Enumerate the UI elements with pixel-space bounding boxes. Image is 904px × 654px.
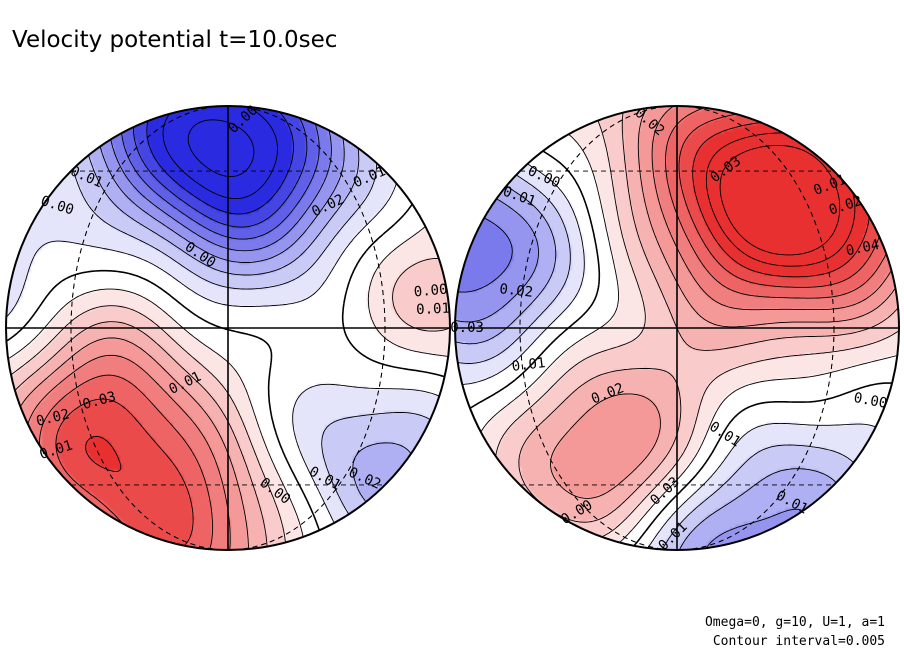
right-hemisphere-graticule [455, 106, 899, 550]
parameters-note: Omega=0, g=10, U=1, a=1 [705, 615, 885, 630]
contour-label: 0.02 [35, 406, 72, 429]
left-hemisphere-graticule [6, 106, 450, 550]
right-hemisphere: 0.020.030.000.010.020.030.010.020.040.01… [450, 105, 900, 554]
contour-line [719, 144, 841, 256]
contour-label: 0.01 [511, 355, 546, 375]
contour-label: 0.01 [416, 301, 450, 319]
left-hemisphere: 0.000.020.000.010.010.000.000.010.010.02… [5, 102, 451, 551]
contour-label: 0.02 [499, 281, 534, 301]
contour-label: 0.00 [852, 390, 888, 412]
graticule-meridian [519, 106, 835, 550]
right-hemisphere-outline [454, 105, 900, 551]
contour-line [55, 398, 194, 550]
graticule-meridian [70, 106, 386, 550]
contour-line [187, 119, 255, 178]
chart-title: Velocity potential t=10.0sec [12, 27, 337, 53]
contour-label: 0.00 [413, 282, 448, 301]
left-hemisphere-outline [5, 105, 451, 551]
contour-label: 0.03 [450, 320, 484, 336]
contour-interval-note: Contour interval=0.005 [713, 634, 885, 649]
contour-label: 0.04 [845, 237, 881, 259]
